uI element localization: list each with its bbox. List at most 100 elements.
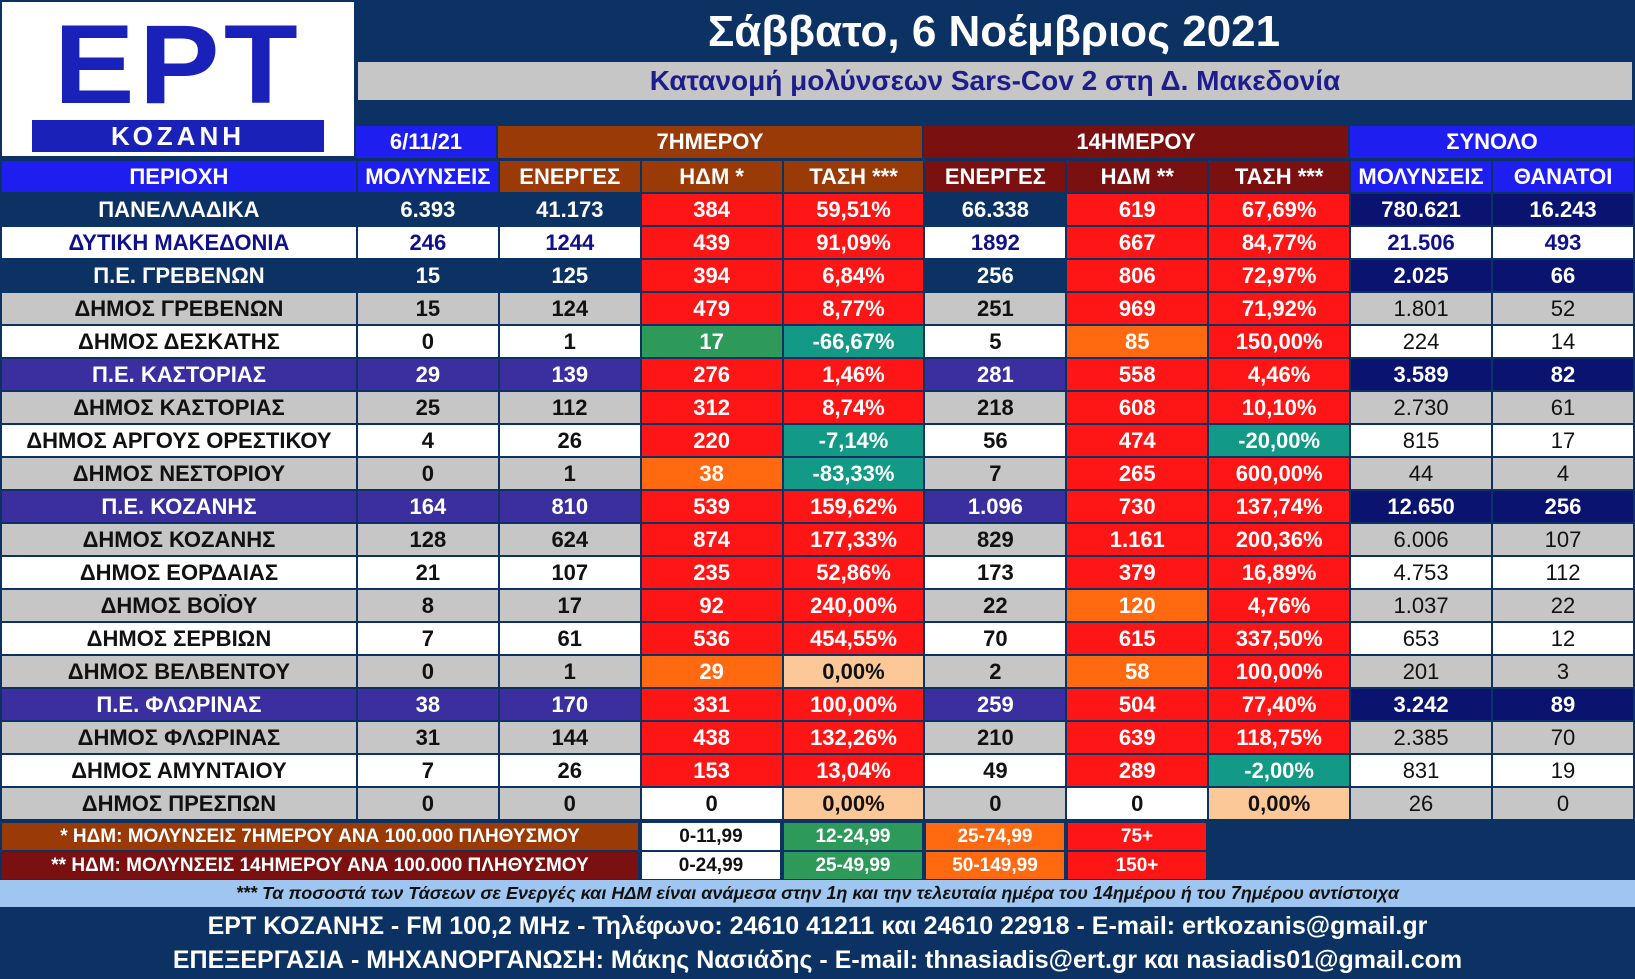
header-total: ΣΥΝΟΛΟ bbox=[1350, 126, 1634, 158]
cell-hdm-7: 38 bbox=[641, 458, 782, 489]
column-header-active-14: ΕΝΕΡΓΕΣ bbox=[925, 161, 1066, 192]
cell-infections: 21 bbox=[357, 557, 498, 588]
legend-7day-range-2: 12-24,99 bbox=[784, 823, 922, 850]
cell-total-infections: 21.506 bbox=[1351, 227, 1492, 258]
cell-active-7: 61 bbox=[499, 623, 640, 654]
cell-region: ΔΗΜΟΣ ΒΕΛΒΕΝΤΟΥ bbox=[2, 656, 356, 687]
cell-trend-7: 13,04% bbox=[783, 755, 924, 786]
cell-trend-7: 1,46% bbox=[783, 359, 924, 390]
column-header-region: ΠΕΡΙΟΧΗ bbox=[2, 161, 356, 192]
column-header-active-7: ΕΝΕΡΓΕΣ bbox=[499, 161, 640, 192]
cell-active-7: 26 bbox=[499, 425, 640, 456]
legend-14day-label: ** ΗΔΜ: ΜΟΛΥΝΣΕΙΣ 14ΗΜΕΡΟΥ ΑΝΑ 100.000 Π… bbox=[2, 852, 638, 879]
cell-hdm-14: 558 bbox=[1067, 359, 1208, 390]
table-row: ΠΑΝΕΛΛΑΔΙΚΑ 6.393 41.173 384 59,51% 66.338 619… bbox=[2, 194, 1633, 225]
cell-infections: 8 bbox=[357, 590, 498, 621]
cell-hdm-7: 235 bbox=[641, 557, 782, 588]
cell-hdm-7: 874 bbox=[641, 524, 782, 555]
cell-trend-7: 100,00% bbox=[783, 689, 924, 720]
cell-trend-14: 84,77% bbox=[1209, 227, 1350, 258]
cell-total-deaths: 3 bbox=[1493, 656, 1633, 687]
cell-active-14: 281 bbox=[925, 359, 1066, 390]
cell-region: Π.Ε. ΚΟΖΑΝΗΣ bbox=[2, 491, 356, 522]
cell-trend-14: -20,00% bbox=[1209, 425, 1350, 456]
cell-region: ΔΗΜΟΣ ΦΛΩΡΙΝΑΣ bbox=[2, 722, 356, 753]
cell-trend-14: 0,00% bbox=[1209, 788, 1350, 819]
legend-7day-range-1: 0-11,99 bbox=[642, 823, 780, 850]
cell-trend-14: 10,10% bbox=[1209, 392, 1350, 423]
cell-active-7: 810 bbox=[499, 491, 640, 522]
cell-total-deaths: 66 bbox=[1493, 260, 1633, 291]
cell-total-infections: 653 bbox=[1351, 623, 1492, 654]
cell-total-infections: 780.621 bbox=[1351, 194, 1492, 225]
cell-total-infections: 3.589 bbox=[1351, 359, 1492, 390]
cell-hdm-14: 608 bbox=[1067, 392, 1208, 423]
legend-14day-range-2: 25-49,99 bbox=[784, 852, 922, 879]
cell-region: Π.Ε. ΚΑΣΤΟΡΙΑΣ bbox=[2, 359, 356, 390]
cell-infections: 4 bbox=[357, 425, 498, 456]
cell-trend-7: 91,09% bbox=[783, 227, 924, 258]
cell-hdm-14: 120 bbox=[1067, 590, 1208, 621]
cell-trend-7: 454,55% bbox=[783, 623, 924, 654]
cell-active-14: 7 bbox=[925, 458, 1066, 489]
cell-trend-7: 0,00% bbox=[783, 788, 924, 819]
cell-total-deaths: 0 bbox=[1493, 788, 1633, 819]
table-row: ΔΗΜΟΣ ΔΕΣΚΑΤΗΣ 0 1 17 -66,67% 5 85 150,00% 224 14 bbox=[2, 326, 1633, 357]
cell-infections: 246 bbox=[357, 227, 498, 258]
cell-active-7: 124 bbox=[499, 293, 640, 324]
cell-total-deaths: 89 bbox=[1493, 689, 1633, 720]
cell-active-7: 1 bbox=[499, 656, 640, 687]
column-header-hdm-14: ΗΔΜ ** bbox=[1067, 161, 1208, 192]
cell-total-deaths: 61 bbox=[1493, 392, 1633, 423]
cell-total-deaths: 82 bbox=[1493, 359, 1633, 390]
footer-credits: ΕΠΕΞΕΡΓΑΣΙΑ - ΜΗΧΑΝΟΡΓΑΝΩΣΗ: Μάκης Νασιά… bbox=[172, 946, 1463, 974]
cell-total-deaths: 4 bbox=[1493, 458, 1633, 489]
table-row: Π.Ε. ΚΟΖΑΝΗΣ 164 810 539 159,62% 1.096 730 137,… bbox=[2, 491, 1633, 522]
cell-total-infections: 224 bbox=[1351, 326, 1492, 357]
cell-total-infections: 4.753 bbox=[1351, 557, 1492, 588]
table-row: ΔΗΜΟΣ ΓΡΕΒΕΝΩΝ 15 124 479 8,77% 251 969 71,92% 1… bbox=[2, 293, 1633, 324]
table-row: ΔΥΤΙΚΗ ΜΑΚΕΔΟΝΙΑ 246 1244 439 91,09% 1892 667 8… bbox=[2, 227, 1633, 258]
cell-active-7: 112 bbox=[499, 392, 640, 423]
cell-region: ΔΗΜΟΣ ΒΟΪΟΥ bbox=[2, 590, 356, 621]
cell-total-infections: 831 bbox=[1351, 755, 1492, 786]
cell-total-infections: 1.037 bbox=[1351, 590, 1492, 621]
cell-active-14: 218 bbox=[925, 392, 1066, 423]
cell-active-14: 259 bbox=[925, 689, 1066, 720]
logo-station: ΚΟΖΑΝΗ bbox=[32, 120, 324, 152]
table-row: ΔΗΜΟΣ ΦΛΩΡΙΝΑΣ 31 144 438 132,26% 210 639 118,7… bbox=[2, 722, 1633, 753]
cell-hdm-7: 479 bbox=[641, 293, 782, 324]
cell-total-deaths: 107 bbox=[1493, 524, 1633, 555]
cell-infections: 25 bbox=[357, 392, 498, 423]
table-row: Π.Ε. ΚΑΣΤΟΡΙΑΣ 29 139 276 1,46% 281 558 4,46% 3.… bbox=[2, 359, 1633, 390]
cell-active-14: 829 bbox=[925, 524, 1066, 555]
cell-active-14: 210 bbox=[925, 722, 1066, 753]
cell-infections: 7 bbox=[357, 755, 498, 786]
cell-active-7: 0 bbox=[499, 788, 640, 819]
cell-hdm-7: 153 bbox=[641, 755, 782, 786]
cell-trend-7: 177,33% bbox=[783, 524, 924, 555]
cell-region: ΔΗΜΟΣ ΣΕΡΒΙΩΝ bbox=[2, 623, 356, 654]
cell-total-infections: 815 bbox=[1351, 425, 1492, 456]
cell-infections: 6.393 bbox=[357, 194, 498, 225]
cell-hdm-14: 289 bbox=[1067, 755, 1208, 786]
table-row: ΔΗΜΟΣ ΚΟΖΑΝΗΣ 128 624 874 177,33% 829 1.161 200… bbox=[2, 524, 1633, 555]
cell-hdm-14: 806 bbox=[1067, 260, 1208, 291]
cell-region: ΔΗΜΟΣ ΓΡΕΒΕΝΩΝ bbox=[2, 293, 356, 324]
cell-active-7: 144 bbox=[499, 722, 640, 753]
cell-trend-14: 4,76% bbox=[1209, 590, 1350, 621]
cell-active-14: 56 bbox=[925, 425, 1066, 456]
cell-active-14: 251 bbox=[925, 293, 1066, 324]
cell-total-deaths: 17 bbox=[1493, 425, 1633, 456]
table-row: ΔΗΜΟΣ ΒΕΛΒΕΝΤΟΥ 0 1 29 0,00% 2 58 100,00% 201 3 bbox=[2, 656, 1633, 687]
cell-trend-7: 6,84% bbox=[783, 260, 924, 291]
cell-total-deaths: 22 bbox=[1493, 590, 1633, 621]
cell-region: ΠΑΝΕΛΛΑΔΙΚΑ bbox=[2, 194, 356, 225]
cell-region: ΔΗΜΟΣ ΑΜΥΝΤΑΙΟΥ bbox=[2, 755, 356, 786]
cell-trend-7: 0,00% bbox=[783, 656, 924, 687]
cell-total-deaths: 112 bbox=[1493, 557, 1633, 588]
cell-active-14: 2 bbox=[925, 656, 1066, 687]
cell-infections: 15 bbox=[357, 260, 498, 291]
cell-region: ΔΥΤΙΚΗ ΜΑΚΕΔΟΝΙΑ bbox=[2, 227, 356, 258]
cell-total-deaths: 52 bbox=[1493, 293, 1633, 324]
